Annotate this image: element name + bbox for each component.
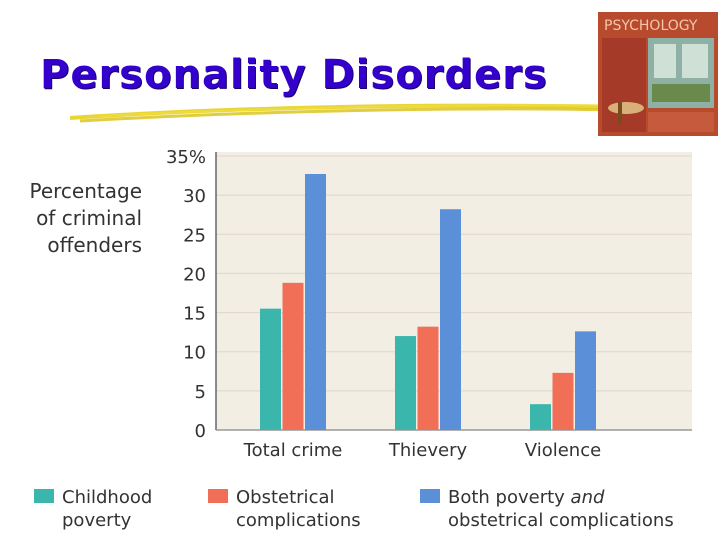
y-tick-label: 35% xyxy=(166,148,206,168)
y-axis-label: Percentage of criminal offenders xyxy=(6,178,142,259)
bar xyxy=(552,372,574,430)
bar xyxy=(282,282,304,430)
legend-label-line: poverty xyxy=(62,510,132,531)
x-tick-label: Violence xyxy=(525,440,601,461)
bar xyxy=(305,174,326,430)
x-tick-label: Total crime xyxy=(243,440,343,461)
y-tick-label: 0 xyxy=(195,421,206,442)
legend-swatch xyxy=(208,489,228,503)
bar xyxy=(417,326,439,430)
book-cover-text: PSYCHOLOGY xyxy=(604,18,698,34)
book-cover-icon: PSYCHOLOGY xyxy=(598,12,718,136)
bar xyxy=(440,209,461,430)
bar xyxy=(395,336,416,430)
y-tick-label: 30 xyxy=(183,186,206,207)
bar-chart: 0 5 10 15 20 25 30 35% Total crime Thievery Violen… xyxy=(166,148,692,461)
legend-label-line: Childhood xyxy=(62,487,153,508)
y-tick-label: 25 xyxy=(183,225,206,246)
bar xyxy=(575,331,596,430)
y-axis-label-line: of criminal xyxy=(36,206,142,230)
y-axis-label-line: Percentage xyxy=(29,179,142,203)
legend-label-line: Both poverty and xyxy=(448,487,605,508)
legend-label-line: Obstetrical xyxy=(236,487,335,508)
legend-label-line: complications xyxy=(236,510,361,531)
y-tick-label: 5 xyxy=(195,382,206,403)
x-tick-label: Thievery xyxy=(388,440,468,461)
legend-swatch xyxy=(420,489,440,503)
y-tick-label: 15 xyxy=(183,304,206,325)
bar xyxy=(530,404,551,430)
y-axis-label-line: offenders xyxy=(47,233,142,257)
slide-title: Personality Disorders xyxy=(40,52,548,98)
legend-swatch xyxy=(34,489,54,503)
legend-label-line: obstetrical complications xyxy=(448,510,674,531)
y-tick-label: 10 xyxy=(183,343,206,364)
bar xyxy=(260,308,281,430)
y-tick-label: 20 xyxy=(183,264,206,285)
